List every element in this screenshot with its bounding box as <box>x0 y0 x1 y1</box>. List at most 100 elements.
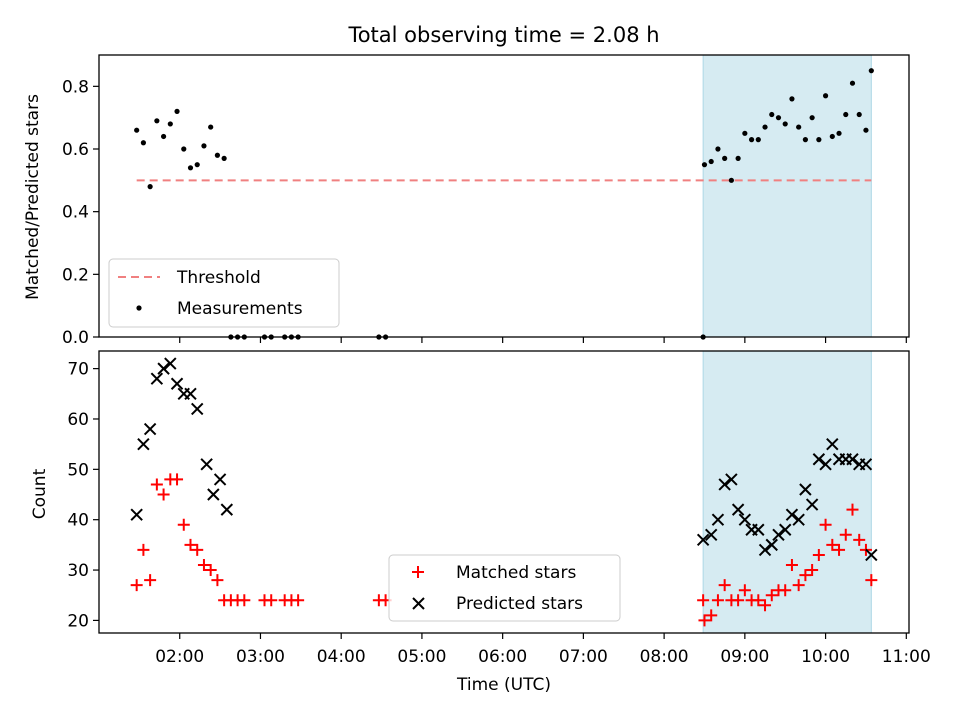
predicted-star-point <box>711 513 725 526</box>
measurement-point <box>167 121 173 127</box>
measurement-point <box>214 152 221 158</box>
predicted-stars-points <box>130 357 878 562</box>
chart-title: Total observing time = 2.08 h <box>347 23 659 47</box>
matched-star-point <box>705 609 718 622</box>
predicted-star-point <box>157 362 170 375</box>
predicted-star-point <box>200 458 213 471</box>
matched-star-point <box>779 584 792 597</box>
matched-star-point <box>211 574 224 587</box>
predicted-star-point <box>865 548 878 562</box>
predicted-star-point <box>779 523 792 536</box>
measurement-point <box>722 155 728 161</box>
measurement-point <box>822 93 829 99</box>
legend-measurements-label: Measurements <box>177 299 303 319</box>
bottom-axes-frame <box>98 350 910 634</box>
y-tick-label: 0.8 <box>62 77 89 97</box>
y-tick-label: 60 <box>67 410 89 430</box>
predicted-star-point <box>207 488 220 501</box>
y-tick-label: 20 <box>67 611 89 631</box>
top-legend: Threshold Measurements <box>108 258 340 328</box>
measurement-point <box>742 130 748 136</box>
x-tick-label: 07:00 <box>559 647 608 667</box>
predicted-star-point <box>718 478 731 491</box>
predicted-star-point <box>765 538 778 552</box>
matched-star-point <box>806 564 819 577</box>
x-axis-label: Time (UTC) <box>456 675 551 695</box>
matched-star-point <box>846 503 859 516</box>
predicted-star-point <box>705 528 718 542</box>
measurement-point <box>849 80 856 86</box>
top-x-tick-marks <box>179 337 907 343</box>
matched-star-point <box>711 594 724 607</box>
predicted-star-point <box>812 453 826 466</box>
legend-threshold-label: Threshold <box>176 268 261 288</box>
measurement-point <box>174 108 180 114</box>
x-tick-label: 06:00 <box>478 647 527 667</box>
matched-star-point <box>718 579 731 592</box>
predicted-star-point <box>170 377 184 390</box>
bottom-panel: 20 30 40 50 60 70 02:00 03:00 04:00 05:00 06:00 07… <box>30 350 931 695</box>
matched-star-point <box>144 574 157 587</box>
measurement-point <box>160 133 167 140</box>
measurement-point <box>708 158 714 165</box>
matched-star-point <box>833 543 846 556</box>
measurement-point <box>775 115 782 121</box>
matched-star-point <box>799 569 812 582</box>
x-axis-ticks: 02:00 03:00 04:00 05:00 06:00 07:00 08:00 09:00… <box>155 633 931 667</box>
measurement-point <box>748 137 755 143</box>
y-tick-label: 50 <box>67 460 89 480</box>
matched-star-point <box>765 589 778 602</box>
legend-measurements-swatch <box>136 305 142 311</box>
matched-star-point <box>826 538 839 551</box>
measurement-point <box>194 162 200 168</box>
highlight-span-top <box>702 54 872 338</box>
y-tick-label: 70 <box>67 360 89 380</box>
matched-star-point <box>265 594 278 607</box>
measurement-point <box>134 127 140 133</box>
predicted-star-point <box>772 528 785 542</box>
predicted-star-point <box>758 543 772 557</box>
matched-star-point <box>204 564 217 577</box>
y-tick-label: 30 <box>67 561 89 581</box>
measurement-point <box>187 165 194 171</box>
predicted-star-point <box>731 503 745 516</box>
predicted-star-point <box>130 508 143 521</box>
y-tick-label: 0.2 <box>62 265 89 285</box>
matched-star-point <box>292 594 305 607</box>
top-y-axis-label: Matched/Predicted stars <box>23 94 43 300</box>
y-tick-label: 40 <box>67 511 89 531</box>
matched-star-point <box>238 594 251 607</box>
matched-star-point <box>732 594 745 607</box>
matched-star-point <box>865 574 878 587</box>
matched-star-point <box>752 594 765 607</box>
measurement-point <box>728 177 734 183</box>
legend-predicted-label: Predicted stars <box>456 594 583 614</box>
predicted-star-point <box>184 387 197 401</box>
matched-star-point <box>184 538 197 551</box>
legend-predicted-swatch <box>412 597 425 610</box>
measurement-point <box>856 111 862 118</box>
predicted-star-point <box>725 473 738 486</box>
measurement-point <box>701 162 708 168</box>
measurement-point <box>221 155 227 161</box>
predicted-star-point <box>805 498 819 511</box>
measurement-point <box>147 184 153 190</box>
legend-matched-swatch <box>412 566 424 578</box>
x-tick-label: 04:00 <box>317 647 366 667</box>
measurement-point <box>868 68 874 74</box>
predicted-star-point <box>738 513 752 526</box>
matched-star-point <box>819 518 832 531</box>
matched-star-point <box>785 559 798 572</box>
predicted-star-point <box>799 483 812 496</box>
measurement-point <box>863 127 869 133</box>
predicted-star-point <box>164 357 177 370</box>
x-tick-label: 05:00 <box>397 647 446 667</box>
bottom-y-axis-label: Count <box>30 468 50 519</box>
top-panel: 0.00.20.40.60.8 Matched/Predicted stars … <box>23 54 910 348</box>
measurement-point <box>715 146 721 152</box>
matched-star-point <box>812 548 825 561</box>
measurement-point <box>208 124 214 130</box>
y-tick-label: 0.6 <box>62 140 89 160</box>
predicted-star-point <box>696 533 710 547</box>
